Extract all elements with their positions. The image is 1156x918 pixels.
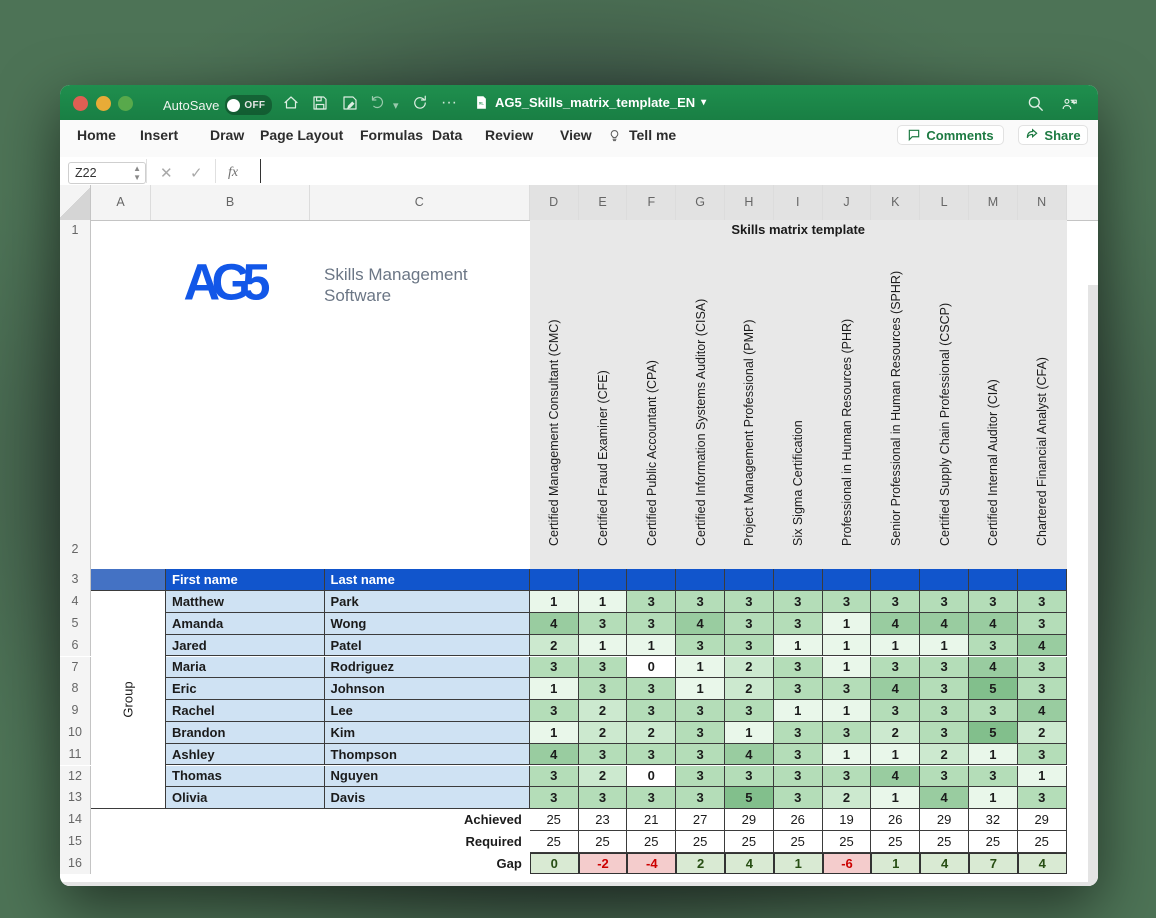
svg-text:XL: XL: [479, 100, 485, 105]
svg-text:AG5: AG5: [184, 255, 270, 310]
